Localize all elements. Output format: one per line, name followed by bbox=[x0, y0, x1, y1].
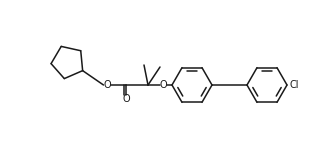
Text: Cl: Cl bbox=[289, 80, 298, 90]
Text: O: O bbox=[103, 80, 111, 90]
Text: O: O bbox=[122, 94, 130, 104]
Text: O: O bbox=[159, 80, 167, 90]
